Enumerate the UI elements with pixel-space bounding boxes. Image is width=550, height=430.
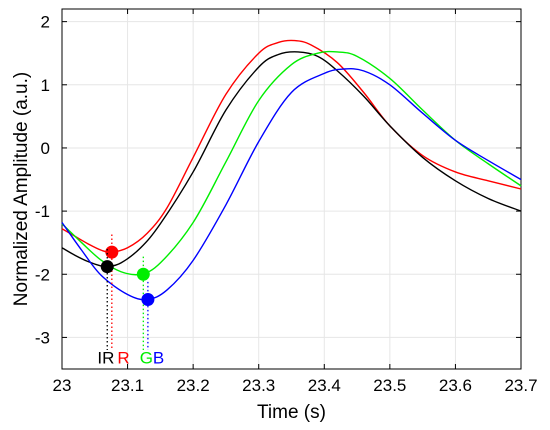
y-tick-label: -2 [35, 265, 50, 284]
marker-point-ir [100, 260, 114, 274]
grid-layer [61, 9, 522, 369]
x-axis-label: Time (s) [257, 402, 326, 423]
marker-point-r [105, 245, 119, 259]
y-tick-label: -3 [35, 328, 50, 347]
x-tick-label: 23.3 [242, 376, 275, 395]
y-tick-label: 2 [41, 13, 50, 32]
marker-point-b [141, 293, 155, 307]
channel-labels: IR R GB [97, 349, 164, 368]
series-line-b [61, 68, 522, 301]
y-tick-label: 0 [41, 139, 50, 158]
annotation-layer: IR R GB [97, 349, 164, 368]
channel-label-ir: IR [97, 349, 114, 368]
marker-point-g [136, 267, 150, 281]
tick-layer: 23 23.1 23.2 23.3 23.4 23.5 23.6 23.7 2 1 0 -1 -2 -3 [35, 9, 538, 395]
x-tick-label: 23.5 [373, 376, 406, 395]
series-line-g [61, 50, 522, 276]
y-axis-label: Normalized Amplitude (a.u.) [11, 72, 32, 306]
y-tick-label: 1 [41, 76, 50, 95]
y-tick-label: -1 [35, 202, 50, 221]
channel-label-g: G [140, 349, 153, 368]
channel-label-b: B [153, 349, 164, 368]
series-layer [61, 39, 522, 301]
plot-frame [61, 8, 522, 370]
x-tick-label: 23.4 [308, 376, 341, 395]
x-tick-label: 23.6 [439, 376, 472, 395]
x-tick-label: 23.1 [111, 376, 144, 395]
marker-layer [100, 234, 155, 351]
series-line-ir [61, 51, 522, 268]
x-tick-label: 23.2 [177, 376, 210, 395]
x-tick-label: 23 [53, 376, 72, 395]
channel-label-r: R [117, 349, 129, 368]
x-tick-label: 23.7 [504, 376, 537, 395]
series-line-r [61, 39, 522, 253]
